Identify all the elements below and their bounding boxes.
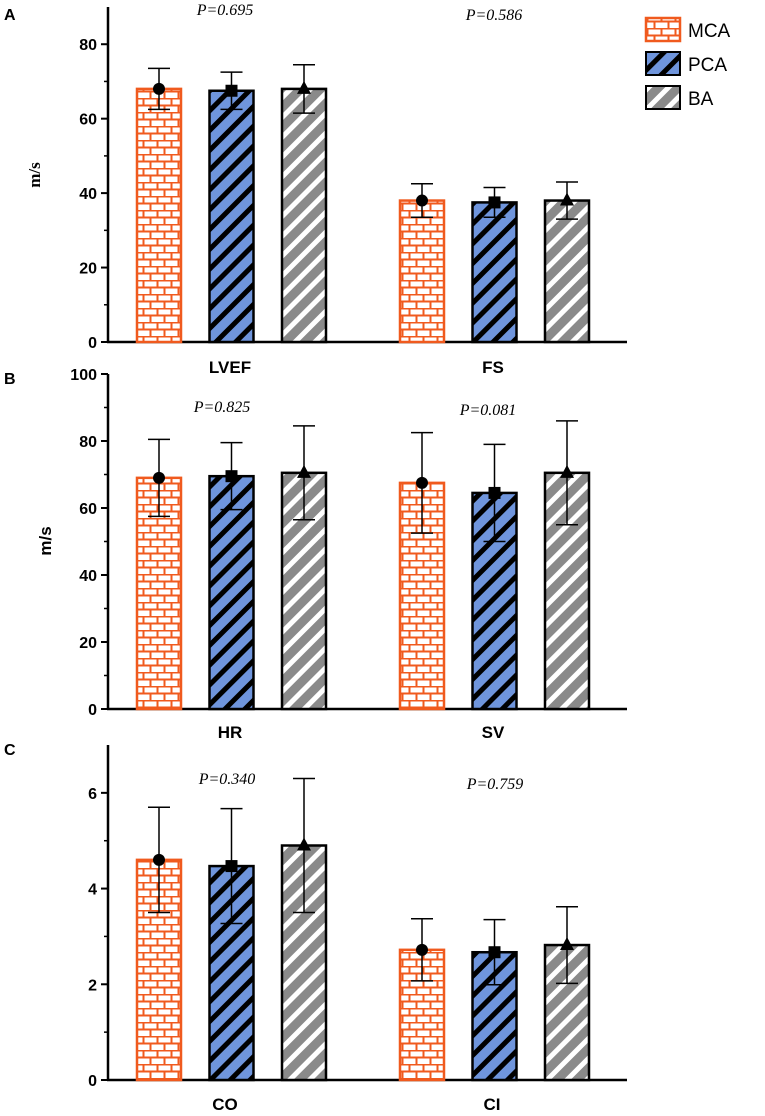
- mean-marker: [488, 946, 501, 959]
- category-label: LVEF: [209, 358, 251, 377]
- mean-marker: [297, 80, 311, 94]
- category-label: CI: [484, 1095, 501, 1114]
- p-value-label: P=0.586: [465, 7, 523, 24]
- y-tick-label: 0: [88, 702, 97, 719]
- mean-marker: [225, 860, 238, 873]
- bar-ba: [543, 199, 591, 344]
- panel-a: A m/s P=0.695 P=0.586 LVEF FS 0 20 40 60 80: [4, 2, 627, 377]
- y-tick-label: 80: [79, 434, 97, 451]
- panel-b: B m/s P=0.825 P=0.081 HR SV 0 20 40 60 80 100: [4, 367, 627, 742]
- y-tick-label: 0: [88, 1073, 97, 1090]
- y-tick-label: 40: [79, 186, 97, 203]
- mean-marker: [488, 196, 501, 209]
- mean-marker: [153, 853, 165, 866]
- panel-label: B: [4, 371, 16, 388]
- y-tick-label: 100: [70, 367, 97, 384]
- category-label: SV: [482, 723, 505, 742]
- mean-marker: [560, 464, 574, 478]
- y-tick-label: 0: [88, 335, 97, 352]
- bar-pca: [208, 89, 255, 344]
- category-label: FS: [482, 358, 504, 377]
- mean-marker: [560, 937, 574, 951]
- y-tick-label: 80: [79, 37, 97, 54]
- p-value-label: P=0.340: [198, 771, 256, 788]
- y-axis-label: m/s: [25, 162, 44, 188]
- y-tick-label: 40: [79, 568, 97, 585]
- panel-label: C: [4, 742, 16, 759]
- bar-pca: [471, 201, 518, 344]
- mean-marker: [488, 486, 501, 499]
- y-tick-label: 20: [79, 261, 97, 278]
- mean-marker: [153, 82, 165, 95]
- category-label: CO: [212, 1095, 238, 1114]
- mean-marker: [416, 194, 428, 207]
- y-tick-label: 20: [79, 635, 97, 652]
- legend-label: BA: [688, 89, 714, 110]
- p-value-label: P=0.759: [466, 776, 524, 793]
- mean-marker: [225, 84, 238, 97]
- y-tick-label: 2: [88, 977, 97, 994]
- mean-marker: [153, 471, 165, 484]
- y-tick-label: 60: [79, 112, 97, 129]
- panel-label: A: [4, 7, 16, 24]
- y-tick-label: 60: [79, 501, 97, 518]
- mean-marker: [416, 476, 428, 489]
- category-label: HR: [218, 723, 243, 742]
- bar-mca: [135, 87, 183, 344]
- mean-marker: [225, 470, 238, 483]
- p-value-label: P=0.825: [193, 399, 251, 416]
- y-axis-label: m/s: [36, 526, 55, 555]
- bar-pca: [208, 474, 255, 711]
- p-value-label: P=0.695: [196, 2, 254, 19]
- mean-marker: [297, 464, 311, 478]
- legend-swatch-mca: [644, 16, 682, 43]
- legend: MCA PCA BA: [644, 16, 731, 110]
- bar-mca: [398, 199, 446, 344]
- y-tick-label: 4: [88, 882, 97, 899]
- mean-marker: [297, 837, 311, 851]
- legend-swatch-pca: [645, 51, 681, 76]
- y-tick-label: 6: [88, 786, 97, 803]
- legend-label: PCA: [688, 55, 727, 76]
- mean-marker: [560, 192, 574, 206]
- legend-label: MCA: [688, 21, 731, 42]
- panel-c: C P=0.340 P=0.759 CO CI 0 2 4 6: [4, 742, 627, 1114]
- p-value-label: P=0.081: [459, 402, 517, 419]
- bar-ba: [280, 87, 328, 344]
- mean-marker: [416, 943, 428, 956]
- legend-swatch-ba: [645, 85, 681, 110]
